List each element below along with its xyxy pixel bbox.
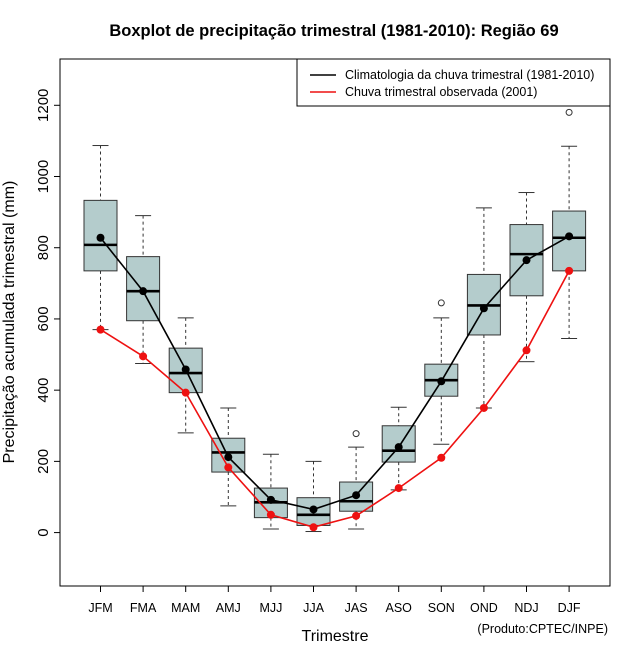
series-point-observed [309, 523, 318, 532]
series-point-climatology [181, 365, 190, 374]
x-tick-label: AMJ [216, 601, 241, 615]
box-son [424, 299, 459, 445]
series-point-climatology [309, 505, 318, 514]
series-point-observed [352, 511, 361, 520]
series-point-observed [394, 484, 403, 493]
series-line-observed [100, 270, 570, 529]
series-line-climatology [99, 235, 570, 511]
y-tick-label: 0 [35, 528, 52, 536]
series-point-climatology [522, 256, 531, 265]
series-point-observed [522, 346, 531, 355]
x-tick-label: SON [428, 601, 455, 615]
legend-label-climatology: Climatologia da chuva trimestral (1981-2… [345, 68, 594, 82]
plot-frame [59, 58, 611, 587]
series-point-observed [437, 453, 446, 462]
series-point-observed [181, 388, 190, 397]
box-iqr [509, 224, 544, 297]
series-point-climatology [479, 304, 488, 313]
y-tick-label: 800 [35, 235, 52, 260]
y-tick-label: 1000 [35, 160, 52, 193]
outlier-point [437, 299, 445, 307]
box-mam [168, 317, 203, 434]
y-tick-label: 400 [35, 378, 52, 403]
series-observed [96, 266, 574, 532]
y-tick-label: 200 [35, 449, 52, 474]
x-tick-label: DJF [558, 601, 581, 615]
x-tick-label: MJJ [259, 601, 282, 615]
series-point-climatology [96, 233, 105, 242]
chart-title: Boxplot de precipitação trimestral (1981… [109, 22, 558, 40]
x-tick-label: JFM [88, 601, 112, 615]
series-climatology [96, 232, 574, 514]
x-axis: JFM FMA MAM AMJ MJJ JJA JAS ASO SON OND NDJ DJF [88, 586, 581, 615]
x-tick-label: FMA [130, 601, 157, 615]
y-tick-label: 1200 [35, 89, 52, 122]
series-point-observed [224, 463, 233, 472]
credit-text: (Produto:CPTEC/INPE) [477, 622, 608, 636]
outlier-point [352, 430, 360, 438]
x-tick-label: JAS [345, 601, 368, 615]
series-point-climatology [266, 495, 275, 504]
box-ndj [509, 192, 544, 363]
series-point-observed [565, 266, 574, 275]
y-axis: 0 200 400 600 800 1000 1200 [35, 89, 60, 537]
y-tick-label: 600 [35, 306, 52, 331]
series-lines [96, 232, 574, 532]
legend: Climatologia da chuva trimestral (1981-2… [296, 58, 611, 107]
series-point-observed [479, 403, 488, 412]
x-tick-label: MAM [171, 601, 200, 615]
series-point-observed [139, 352, 148, 361]
series-point-climatology [394, 443, 403, 452]
legend-box [296, 58, 611, 107]
series-point-climatology [437, 377, 446, 386]
series-point-climatology [565, 232, 574, 241]
series-point-climatology [352, 491, 361, 500]
x-tick-label: OND [470, 601, 498, 615]
x-tick-label: JJA [303, 601, 325, 615]
x-tick-label: NDJ [514, 601, 538, 615]
box-djf [552, 108, 587, 340]
series-point-climatology [224, 453, 233, 462]
box-jja [296, 460, 331, 533]
x-tick-label: ASO [385, 601, 412, 615]
legend-label-observed: Chuva trimestral observada (2001) [345, 85, 537, 99]
x-axis-label: Trimestre [302, 628, 369, 645]
outlier-point [565, 108, 573, 116]
y-axis-label: Precipitação acumulada trimestral (mm) [1, 181, 18, 464]
series-point-observed [96, 325, 105, 334]
series-point-observed [266, 510, 275, 519]
box-iqr [552, 210, 587, 272]
series-point-climatology [139, 287, 148, 296]
